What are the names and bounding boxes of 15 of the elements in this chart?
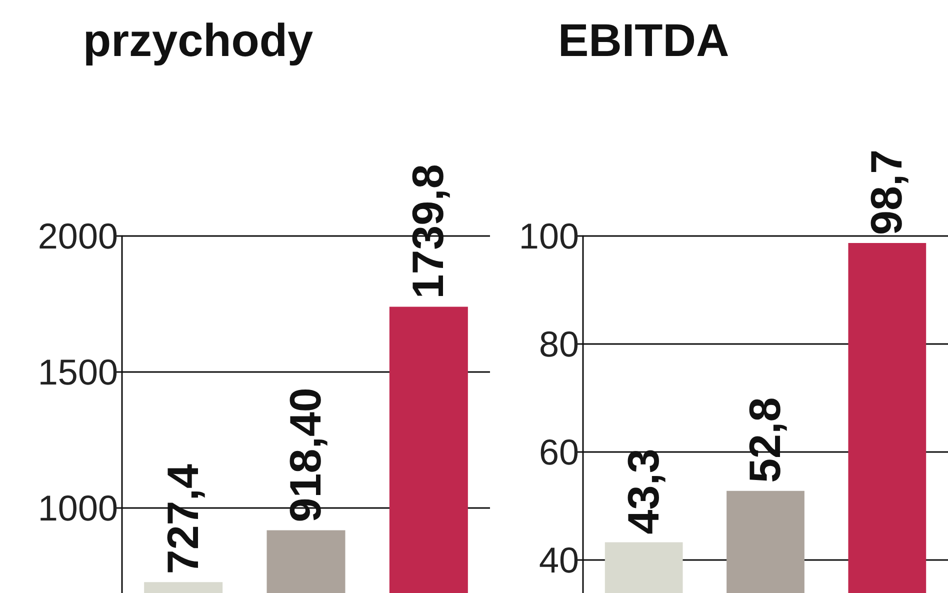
data-label: 52,8: [741, 397, 790, 483]
y-tick-label: 1500: [38, 352, 118, 392]
data-label: 98,7: [862, 149, 912, 236]
data-label: 727,4: [158, 464, 208, 574]
chart-title: przychody: [83, 14, 314, 66]
data-label: 918,40: [282, 388, 330, 522]
data-label: 1739,8: [404, 164, 454, 299]
y-tick-label: 100: [518, 216, 579, 256]
chart-title: EBITDA: [558, 14, 730, 66]
y-tick-label: 1000: [38, 488, 118, 528]
y-tick-label: 60: [538, 432, 579, 473]
y-tick-label: 80: [538, 324, 579, 365]
y-tick-label: 2000: [38, 216, 118, 256]
y-tick-label: 40: [538, 540, 579, 581]
data-label: 43,3: [619, 448, 668, 534]
